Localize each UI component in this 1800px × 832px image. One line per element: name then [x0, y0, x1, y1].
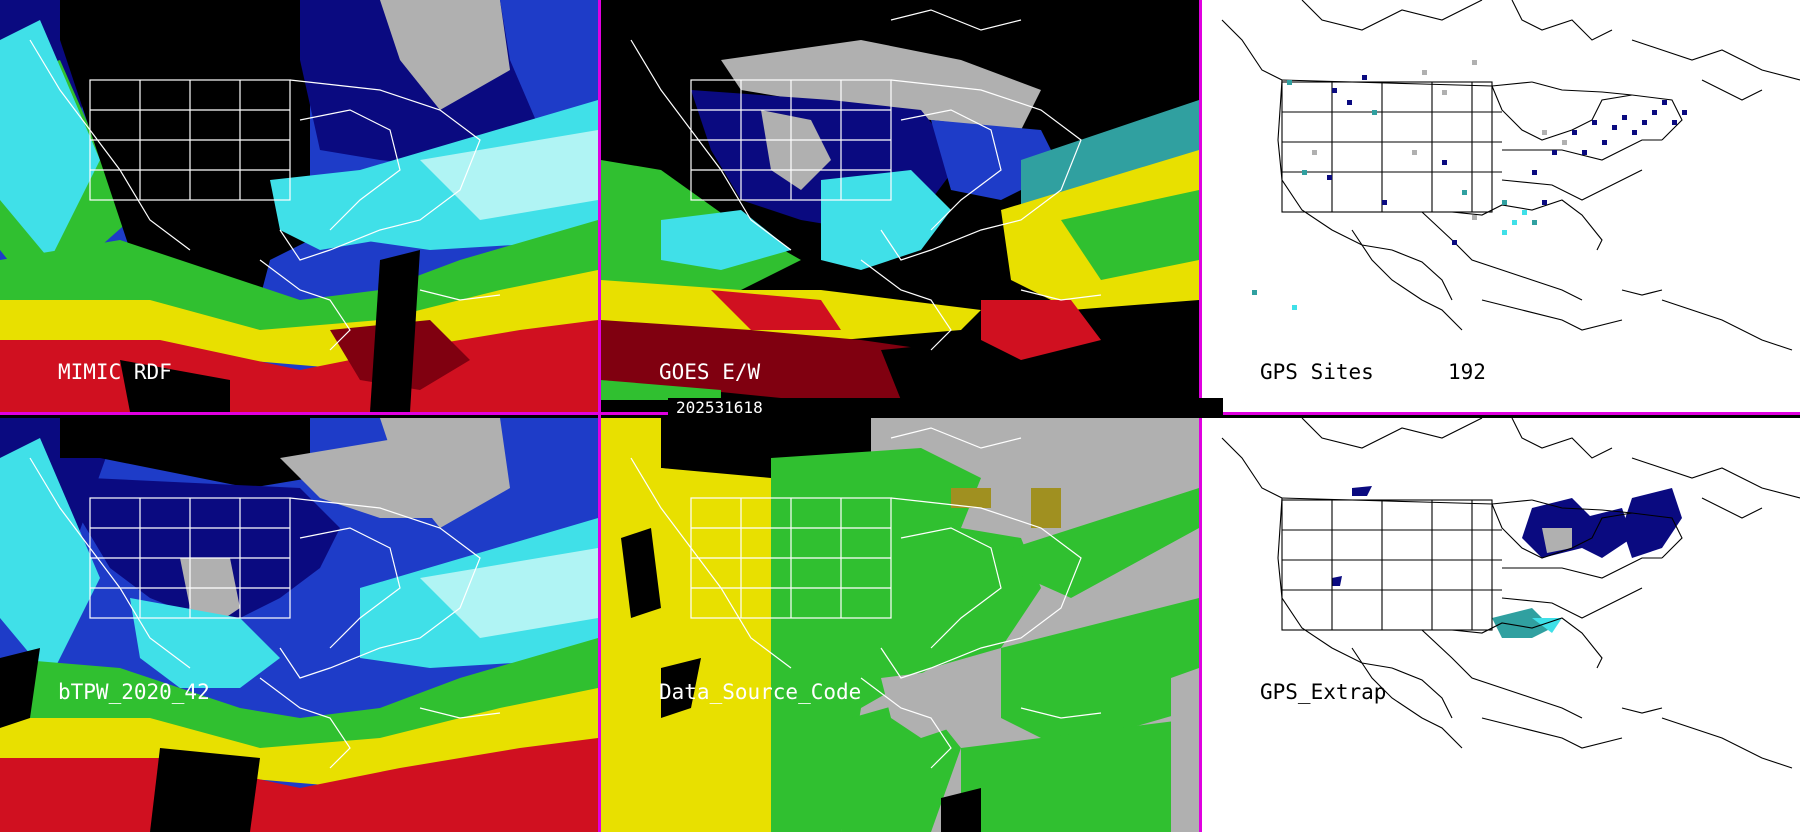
panel-goes-ew: GOES E/W — [601, 0, 1199, 412]
data-source-code-map — [601, 418, 1199, 832]
timestamp-label: 202531618 — [668, 398, 1223, 418]
goes-ew-label: GOES E/W — [659, 360, 761, 384]
panel-gps-sites: GPS Sites 192 — [1202, 0, 1800, 412]
btpw-map — [0, 418, 598, 832]
gps-sites-map — [1202, 0, 1800, 412]
goes-ew-map — [601, 0, 1199, 412]
gps-sites-label: GPS Sites — [1260, 360, 1374, 384]
gps-extrap-regions — [1332, 486, 1682, 638]
panel-btpw: bTPW_2020_42 — [0, 418, 598, 832]
btpw-label: bTPW_2020_42 — [58, 680, 210, 704]
gps-site-markers — [1252, 60, 1687, 310]
mimic-rdf-map — [0, 0, 598, 412]
divider-vertical-left — [598, 0, 601, 832]
panel-gps-extrap: GPS_Extrap — [1202, 418, 1800, 832]
panel-data-source-code: Data_Source_Code — [601, 418, 1199, 832]
gps-extrap-label: GPS_Extrap — [1260, 680, 1387, 704]
mimic-rdf-label: MIMIC RDF — [58, 360, 172, 384]
gps-sites-count: 192 — [1448, 360, 1486, 384]
panel-mimic-rdf: MIMIC RDF — [0, 0, 598, 412]
data-source-code-label: Data_Source_Code — [659, 680, 862, 704]
gps-extrap-map — [1202, 418, 1800, 832]
